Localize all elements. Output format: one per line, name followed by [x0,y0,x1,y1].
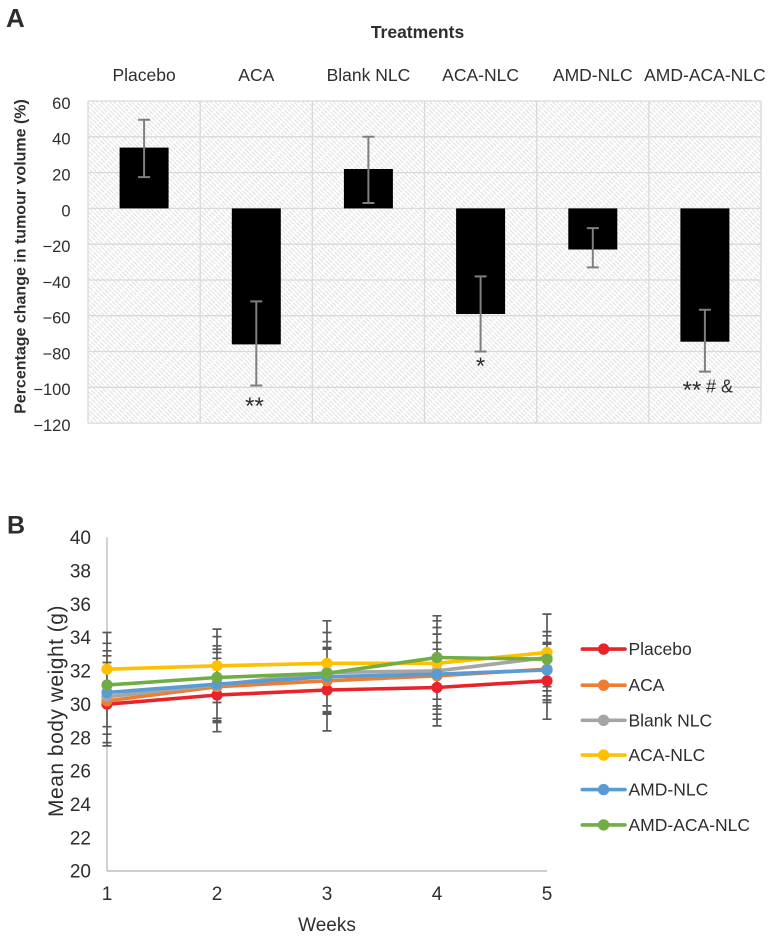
svg-text:−20: −20 [43,238,71,256]
svg-text:Weeks: Weeks [298,915,356,936]
svg-text:1: 1 [102,884,113,905]
svg-text:ACA-NLC: ACA-NLC [629,745,706,765]
svg-text:A: A [6,3,25,33]
svg-text:30: 30 [70,695,91,716]
svg-text:Percentage change in tumour vo: Percentage change in tumour volume (%) [13,99,30,414]
svg-text:0: 0 [61,202,70,220]
svg-text:40: 40 [70,528,91,549]
svg-text:24: 24 [70,795,92,816]
svg-text:AMD-NLC: AMD-NLC [553,65,633,85]
svg-text:Blank NLC: Blank NLC [327,65,411,85]
svg-text:*: * [476,353,485,380]
svg-text:−120: −120 [33,417,70,435]
svg-text:AMD-ACA-NLC: AMD-ACA-NLC [644,65,766,85]
svg-text:22: 22 [70,828,91,849]
svg-text:2: 2 [212,884,223,905]
svg-text:40: 40 [52,131,70,149]
svg-text:20: 20 [52,167,70,185]
svg-text:36: 36 [70,595,91,616]
svg-text:−60: −60 [43,310,71,328]
svg-text:AMD-ACA-NLC: AMD-ACA-NLC [629,815,751,835]
svg-text:ACA: ACA [238,65,274,85]
svg-text:ACA-NLC: ACA-NLC [442,65,519,85]
svg-text:60: 60 [52,95,70,113]
svg-text:26: 26 [70,762,91,783]
svg-text:4: 4 [432,884,443,905]
svg-text:# &: # & [706,377,733,397]
svg-text:3: 3 [322,884,333,905]
svg-text:**: ** [683,377,702,404]
svg-text:**: ** [245,393,264,420]
svg-text:Treatments: Treatments [371,22,465,42]
svg-text:B: B [7,512,25,540]
svg-text:−40: −40 [43,274,71,292]
svg-text:Blank NLC: Blank NLC [629,710,713,730]
svg-text:32: 32 [70,662,91,683]
svg-text:ACA: ACA [629,675,665,695]
svg-text:−80: −80 [43,345,71,363]
svg-text:38: 38 [70,562,91,583]
svg-text:28: 28 [70,728,91,749]
svg-text:Mean body weight (g): Mean body weight (g) [45,605,68,817]
svg-text:Placebo: Placebo [629,639,692,659]
svg-text:5: 5 [542,884,553,905]
svg-text:AMD-NLC: AMD-NLC [629,780,709,800]
svg-text:34: 34 [70,628,92,649]
svg-text:20: 20 [70,862,91,883]
svg-text:−100: −100 [33,381,70,399]
svg-text:Placebo: Placebo [112,65,175,85]
